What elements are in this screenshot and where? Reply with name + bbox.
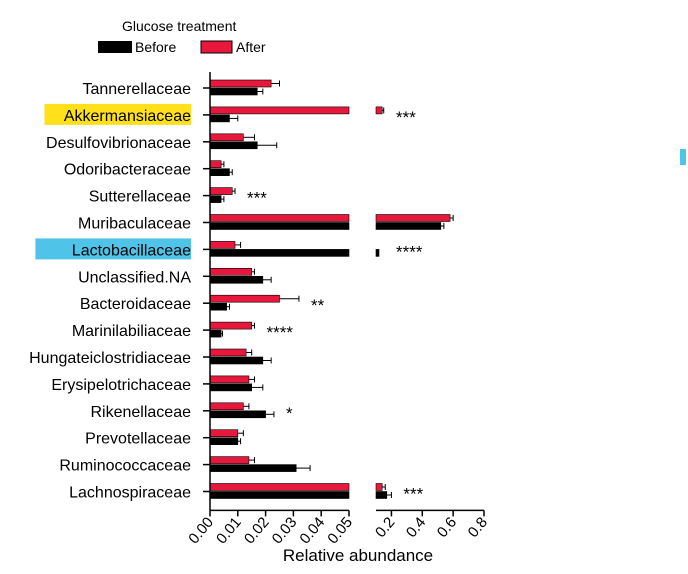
x-tick-label-0.6: 0.6 — [434, 514, 460, 541]
legend: Glucose treatment Before After — [98, 18, 266, 55]
bar-after-tannerellaceae — [209, 79, 272, 88]
bar-before-sutterellaceae — [209, 195, 222, 203]
bar-after-lachnospiraceae-part2 — [375, 483, 383, 491]
x-tick-label-0.2: 0.2 — [372, 514, 398, 541]
bar-after-erysipelotrichaceae — [209, 375, 250, 384]
significance-akkermansiaceae: *** — [396, 108, 416, 127]
bar-after-prevotellaceae — [209, 429, 239, 438]
bar-before-hungateiclostridiaceae — [209, 356, 264, 365]
category-label-hungateiclostridiaceae: Hungateiclostridiaceae — [29, 350, 191, 367]
category-label-unclassified-na: Unclassified.NA — [78, 269, 191, 286]
significance-bacteroidaceae: ** — [311, 296, 325, 315]
error-bars — [221, 80, 454, 498]
bar-before-lactobacillaceae-part2 — [375, 249, 380, 257]
edge-marker — [680, 149, 686, 165]
axes — [203, 72, 485, 517]
significance-lactobacillaceae: **** — [396, 242, 423, 261]
category-label-lachnospiraceae: Lachnospiraceae — [69, 485, 191, 502]
category-label-ruminococcaceae: Ruminococcaceae — [59, 458, 191, 475]
bar-after-akkermansiaceae-part2 — [375, 106, 383, 115]
bar-before-akkermansiaceae — [209, 114, 230, 123]
legend-label-before: Before — [135, 39, 176, 55]
category-label-prevotellaceae: Prevotellaceae — [85, 431, 191, 448]
legend-swatch-after — [200, 40, 233, 54]
significance-lachnospiraceae: *** — [403, 485, 423, 504]
bar-after-ruminococcaceae — [209, 456, 250, 464]
bar-before-tannerellaceae — [209, 87, 258, 96]
category-label-lactobacillaceae: Lactobacillaceae — [72, 242, 191, 259]
bar-after-muribaculaceae-part2 — [375, 214, 451, 222]
significance-rikenellaceae: * — [286, 404, 293, 423]
bar-before-rikenellaceae — [209, 410, 266, 419]
highlight-akkermansiaceae — [44, 103, 191, 125]
bar-before-ruminococcaceae — [209, 464, 297, 472]
category-label-marinilabiliaceae: Marinilabiliaceae — [72, 323, 191, 340]
x-tick-label-0.00: 0.00 — [185, 514, 217, 547]
x-tick-labels: 0.000.010.020.030.040.05 0.2 0.4 0.6 0.8 — [185, 514, 491, 547]
legend-swatch-before — [98, 41, 132, 53]
x-tick-label-0.4: 0.4 — [403, 514, 429, 541]
category-label-tannerellaceae: Tannerellaceae — [82, 81, 191, 98]
x-tick-label-0.01: 0.01 — [213, 514, 245, 547]
bar-after-desulfovibrionaceae — [209, 133, 244, 142]
category-label-rikenellaceae: Rikenellaceae — [90, 404, 191, 421]
category-label-sutterellaceae: Sutterellaceae — [89, 189, 191, 206]
bar-before-prevotellaceae — [209, 437, 239, 446]
bar-before-lachnospiraceae-part1 — [209, 491, 350, 499]
significance-markers: ******************** — [247, 108, 424, 504]
bar-after-odoribacteraceae — [209, 160, 222, 168]
category-highlights — [35, 103, 192, 260]
x-tick-label-0.02: 0.02 — [241, 514, 273, 547]
bar-before-lactobacillaceae-part1 — [209, 249, 350, 257]
x-axis-label: Relative abundance — [283, 546, 433, 565]
bar-after-lachnospiraceae-part1 — [209, 483, 350, 491]
bar-after-sutterellaceae — [209, 187, 233, 195]
bar-before-muribaculaceae-part2 — [375, 222, 442, 230]
category-label-bacteroidaceae: Bacteroidaceae — [80, 296, 191, 313]
bar-after-marinilabiliaceae — [209, 321, 253, 330]
bar-before-erysipelotrichaceae — [209, 383, 253, 392]
bar-after-hungateiclostridiaceae — [209, 348, 247, 357]
bar-before-bacteroidaceae — [209, 302, 227, 311]
bar-before-unclassified-na — [209, 275, 264, 284]
highlight-lactobacillaceae — [35, 238, 192, 260]
category-label-akkermansiaceae: Akkermansiaceae — [64, 108, 191, 125]
bar-before-lachnospiraceae-part2 — [375, 491, 388, 499]
category-label-odoribacteraceae: Odoribacteraceae — [64, 162, 191, 179]
legend-label-after: After — [236, 39, 266, 55]
bar-before-muribaculaceae-part1 — [209, 222, 350, 230]
bar-after-muribaculaceae-part1 — [209, 214, 350, 222]
x-tick-label-0.03: 0.03 — [269, 514, 301, 547]
x-tick-label-0.04: 0.04 — [296, 514, 328, 547]
bars — [209, 79, 451, 499]
bar-before-marinilabiliaceae — [209, 329, 222, 338]
significance-marinilabiliaceae: **** — [266, 323, 293, 342]
bar-after-bacteroidaceae — [209, 294, 280, 303]
bar-after-lactobacillaceae — [209, 241, 236, 249]
category-labels: Tannerellaceae Akkermansiaceae Desulfovibr… — [29, 81, 191, 502]
bar-after-unclassified-na — [209, 267, 253, 276]
category-label-desulfovibrionaceae: Desulfovibrionaceae — [46, 135, 191, 152]
bar-after-rikenellaceae — [209, 402, 244, 411]
bar-before-desulfovibrionaceae — [209, 141, 258, 150]
significance-sutterellaceae: *** — [247, 189, 267, 208]
x-tick-label-0.05: 0.05 — [324, 514, 356, 547]
bar-after-akkermansiaceae-part1 — [209, 106, 350, 115]
legend-title: Glucose treatment — [122, 18, 236, 34]
x-tick-label-0.8: 0.8 — [465, 514, 491, 541]
bar-before-odoribacteraceae — [209, 168, 230, 176]
category-label-muribaculaceae: Muribaculaceae — [78, 216, 191, 233]
category-label-erysipelotrichaceae: Erysipelotrichaceae — [51, 377, 191, 394]
